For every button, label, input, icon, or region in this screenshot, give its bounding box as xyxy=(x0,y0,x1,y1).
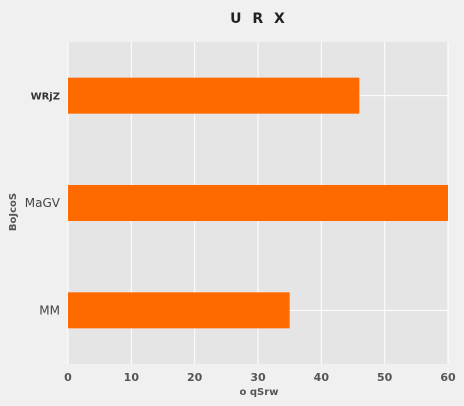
chart-title: U R X xyxy=(230,11,288,27)
x-tick-labels: 0 10 20 30 40 50 60 xyxy=(64,371,456,384)
y-tick-label: WRjZ xyxy=(31,92,60,103)
x-tick-label: 20 xyxy=(187,371,203,384)
x-tick-label: 40 xyxy=(314,371,330,384)
y-tick-labels: WRjZ MaGV MM xyxy=(25,92,61,318)
bars xyxy=(68,77,448,329)
x-axis-label: o qSrw xyxy=(240,387,279,398)
y-tick-label: MaGV xyxy=(25,196,61,210)
x-tick-label: 30 xyxy=(250,371,266,384)
x-tick-label: 10 xyxy=(124,371,140,384)
bar-wrjz xyxy=(68,77,360,114)
bar-magv xyxy=(68,185,448,221)
y-tick-label: MM xyxy=(39,303,60,317)
x-tick-label: 0 xyxy=(64,371,72,384)
x-tick-label: 50 xyxy=(377,371,393,384)
x-tick-label: 60 xyxy=(440,371,456,384)
bar-mm xyxy=(68,292,290,329)
y-axis-label: BoJcoS xyxy=(8,193,19,231)
